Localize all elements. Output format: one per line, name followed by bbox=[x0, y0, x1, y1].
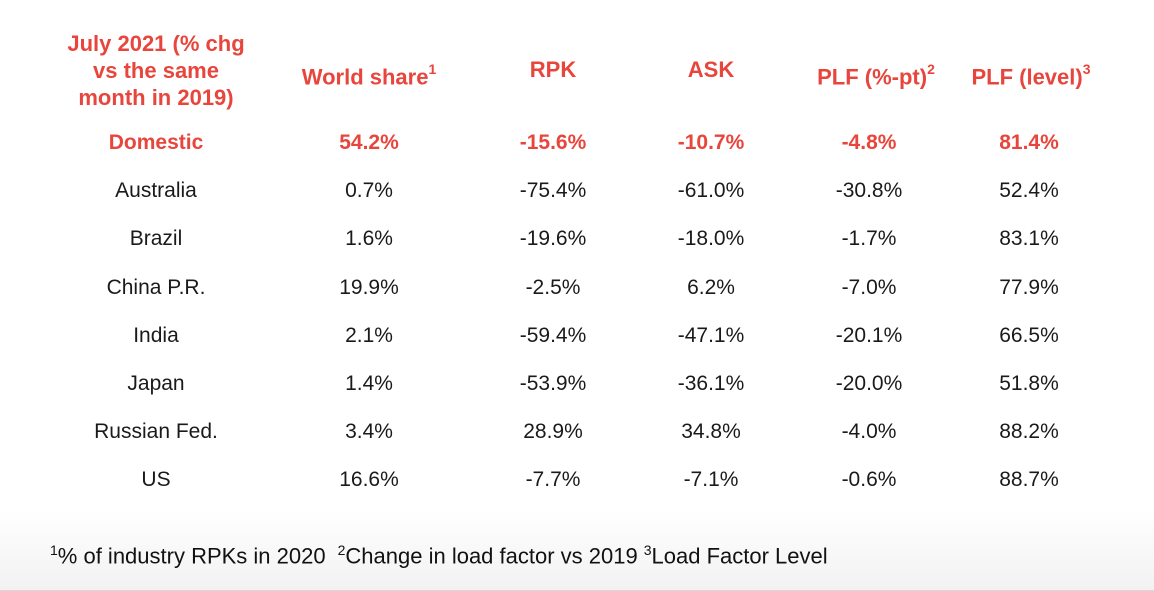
row-name: India bbox=[133, 324, 179, 347]
header-period: July 2021 (% chg vs the same month in 20… bbox=[40, 30, 272, 111]
table-row: Australia 0.7% -75.4% -61.0% -30.8% 52.4… bbox=[0, 167, 1154, 215]
row-name: US bbox=[141, 468, 171, 491]
header-world-share-label: World share bbox=[301, 64, 429, 90]
ask-value: -36.1% bbox=[677, 372, 745, 395]
plf-pt-value: -4.0% bbox=[841, 420, 897, 443]
data-table: July 2021 (% chg vs the same month in 20… bbox=[0, 30, 1154, 504]
rpk-value: -15.6% bbox=[519, 131, 587, 154]
rpk-value: -2.5% bbox=[525, 276, 581, 299]
rpk-value: -53.9% bbox=[519, 372, 587, 395]
table-row: Japan 1.4% -53.9% -36.1% -20.0% 51.8% bbox=[0, 360, 1154, 408]
world-share-value: 54.2% bbox=[339, 131, 399, 154]
header-plf-pt-label: PLF (%-pt) bbox=[817, 64, 928, 90]
row-name: Domestic bbox=[108, 131, 204, 154]
header-plf-pt-sup: 2 bbox=[927, 61, 935, 77]
footnote-bar: 1% of industry RPKs in 2020 2Change in lo… bbox=[0, 510, 1154, 591]
header-period-line1: July 2021 (% chg bbox=[67, 31, 245, 56]
rpk-value: -59.4% bbox=[519, 324, 587, 347]
plf-level-value: 88.2% bbox=[999, 420, 1059, 443]
plf-pt-value: -20.0% bbox=[835, 372, 903, 395]
ask-value: 6.2% bbox=[687, 276, 735, 299]
world-share-value: 19.9% bbox=[339, 276, 399, 299]
header-rpk-label: RPK bbox=[529, 57, 577, 82]
plf-level-value: 51.8% bbox=[999, 372, 1059, 395]
header-plf-pt: PLF (%-pt)2 bbox=[796, 58, 956, 90]
row-name: China P.R. bbox=[106, 276, 206, 299]
plf-level-value: 52.4% bbox=[999, 179, 1059, 202]
ask-value: -61.0% bbox=[677, 179, 745, 202]
table-row: China P.R. 19.9% -2.5% 6.2% -7.0% 77.9% bbox=[0, 264, 1154, 312]
ask-value: 34.8% bbox=[681, 420, 741, 443]
row-name: Brazil bbox=[129, 227, 183, 250]
footnote-1-text: % of industry RPKs in 2020 bbox=[57, 543, 326, 569]
world-share-value: 2.1% bbox=[345, 324, 393, 347]
header-plf-level-sup: 3 bbox=[1082, 61, 1091, 77]
row-name: Australia bbox=[115, 179, 197, 202]
rpk-value: -75.4% bbox=[519, 179, 587, 202]
plf-level-value: 81.4% bbox=[999, 131, 1059, 154]
header-world-share: World share1 bbox=[276, 58, 462, 90]
row-name: Japan bbox=[127, 372, 185, 395]
header-plf-level: PLF (level)3 bbox=[956, 58, 1106, 90]
rpk-value: 28.9% bbox=[523, 420, 583, 443]
row-name: Russian Fed. bbox=[94, 420, 218, 443]
table-row: India 2.1% -59.4% -47.1% -20.1% 66.5% bbox=[0, 312, 1154, 360]
ask-value: -47.1% bbox=[677, 324, 745, 347]
plf-level-value: 77.9% bbox=[999, 276, 1059, 299]
plf-pt-value: -20.1% bbox=[835, 324, 903, 347]
plf-pt-value: -1.7% bbox=[841, 227, 897, 250]
header-period-line3: month in 2019) bbox=[78, 85, 234, 110]
header-period-line2: vs the same bbox=[93, 58, 219, 83]
table-row-domestic: Domestic 54.2% -15.6% -10.7% -4.8% 81.4% bbox=[0, 119, 1154, 167]
world-share-value: 3.4% bbox=[345, 420, 393, 443]
plf-level-value: 66.5% bbox=[999, 324, 1059, 347]
rpk-value: -19.6% bbox=[519, 227, 587, 250]
table-row: Russian Fed. 3.4% 28.9% 34.8% -4.0% 88.2… bbox=[0, 408, 1154, 456]
header-world-share-sup: 1 bbox=[428, 61, 437, 77]
ask-value: -10.7% bbox=[677, 131, 745, 154]
rpk-value: -7.7% bbox=[525, 468, 581, 491]
plf-pt-value: -4.8% bbox=[841, 131, 897, 154]
header-rpk: RPK bbox=[480, 56, 626, 83]
world-share-value: 1.6% bbox=[345, 227, 393, 250]
table-row: Brazil 1.6% -19.6% -18.0% -1.7% 83.1% bbox=[0, 215, 1154, 263]
header-plf-level-label: PLF (level) bbox=[971, 64, 1083, 90]
footnotes: 1% of industry RPKs in 2020 2Change in lo… bbox=[50, 542, 828, 569]
footnote-3-marker: 3 bbox=[643, 542, 652, 558]
footnote-1-marker: 1 bbox=[50, 542, 58, 558]
table-row: US 16.6% -7.7% -7.1% -0.6% 88.7% bbox=[0, 456, 1154, 504]
ask-value: -18.0% bbox=[677, 227, 745, 250]
plf-pt-value: -7.0% bbox=[841, 276, 897, 299]
footnote-2-text: Change in load factor vs 2019 bbox=[345, 543, 638, 569]
header-ask: ASK bbox=[638, 56, 784, 83]
header-ask-label: ASK bbox=[687, 57, 735, 82]
footnote-2-marker: 2 bbox=[337, 542, 346, 558]
plf-pt-value: -30.8% bbox=[835, 179, 903, 202]
world-share-value: 16.6% bbox=[339, 468, 399, 491]
plf-level-value: 83.1% bbox=[999, 227, 1059, 250]
ask-value: -7.1% bbox=[683, 468, 739, 491]
plf-level-value: 88.7% bbox=[999, 468, 1059, 491]
world-share-value: 0.7% bbox=[345, 179, 393, 202]
plf-pt-value: -0.6% bbox=[841, 468, 897, 491]
world-share-value: 1.4% bbox=[345, 372, 393, 395]
footnote-3-text: Load Factor Level bbox=[651, 543, 828, 569]
